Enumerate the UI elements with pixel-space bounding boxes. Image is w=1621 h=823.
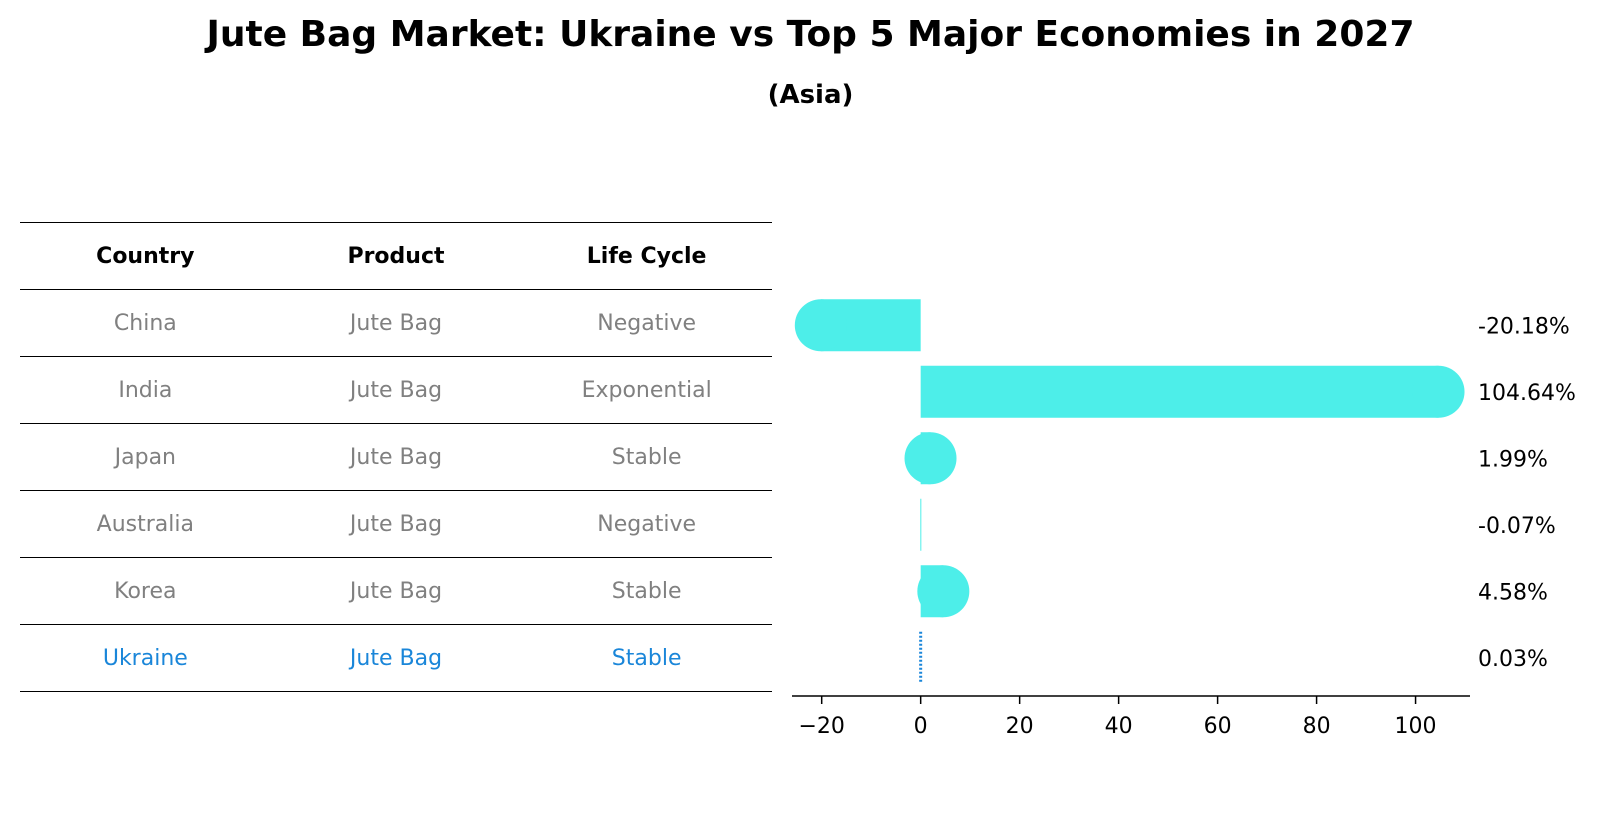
table-row: Japan Jute Bag Stable bbox=[20, 423, 772, 490]
cell-country: Korea bbox=[114, 578, 177, 604]
header-product: Product bbox=[347, 243, 445, 269]
x-tick-label: 40 bbox=[1105, 714, 1133, 739]
x-tick-label: 20 bbox=[1006, 714, 1034, 739]
cell-product: Jute Bag bbox=[349, 377, 443, 403]
x-tick-label: 80 bbox=[1303, 714, 1331, 739]
value-label: 0.03% bbox=[1478, 647, 1548, 672]
cell-life-cycle: Stable bbox=[611, 578, 682, 604]
cell-life-cycle: Stable bbox=[611, 444, 682, 470]
cell-country: Australia bbox=[96, 511, 194, 537]
header-life-cycle: Life Cycle bbox=[586, 243, 707, 269]
bar-india bbox=[920, 365, 1465, 418]
table-header-row: Country Product Life Cycle bbox=[20, 222, 772, 289]
value-label: 1.99% bbox=[1478, 447, 1548, 472]
table-row: India Jute Bag Exponential bbox=[20, 356, 772, 423]
cell-product: Jute Bag bbox=[349, 578, 443, 604]
bar-china bbox=[794, 299, 921, 352]
value-label: 104.64% bbox=[1478, 381, 1576, 406]
cell-life-cycle: Stable bbox=[611, 645, 682, 671]
cell-life-cycle: Negative bbox=[597, 310, 696, 336]
chart-title: Jute Bag Market: Ukraine vs Top 5 Major … bbox=[206, 14, 1415, 55]
cell-country: Japan bbox=[114, 444, 176, 470]
table-row: Korea Jute Bag Stable bbox=[20, 557, 772, 624]
bar-australia bbox=[920, 498, 922, 551]
header-country: Country bbox=[96, 243, 195, 269]
bar-korea bbox=[917, 565, 970, 618]
bar-chart: -20.18% 104.64% 1.99% -0.07% 4.58% 0.03% −20 0 2… bbox=[792, 299, 1576, 739]
cell-life-cycle: Exponential bbox=[581, 377, 712, 403]
table-row: China Jute Bag Negative bbox=[20, 289, 772, 356]
value-label: -0.07% bbox=[1478, 514, 1556, 539]
x-tick-label: 0 bbox=[914, 714, 928, 739]
bar-japan bbox=[904, 432, 957, 485]
data-table: Country Product Life Cycle China Jute Ba… bbox=[20, 222, 772, 692]
cell-country: India bbox=[118, 377, 173, 403]
table-row-highlight: Ukraine Jute Bag Stable bbox=[20, 624, 772, 692]
x-tick-label: 100 bbox=[1395, 714, 1437, 739]
cell-product: Jute Bag bbox=[349, 444, 443, 470]
x-tick-label: −20 bbox=[798, 714, 844, 739]
table-row: Australia Jute Bag Negative bbox=[20, 490, 772, 557]
cell-product: Jute Bag bbox=[349, 511, 443, 537]
chart-subtitle: (Asia) bbox=[767, 80, 854, 110]
cell-product: Jute Bag bbox=[349, 310, 443, 336]
value-label: -20.18% bbox=[1478, 314, 1570, 339]
cell-country: Ukraine bbox=[102, 645, 188, 671]
value-label: 4.58% bbox=[1478, 580, 1548, 605]
cell-country: China bbox=[113, 310, 177, 336]
cell-product: Jute Bag bbox=[349, 645, 443, 671]
x-tick-label: 60 bbox=[1204, 714, 1232, 739]
cell-life-cycle: Negative bbox=[597, 511, 696, 537]
